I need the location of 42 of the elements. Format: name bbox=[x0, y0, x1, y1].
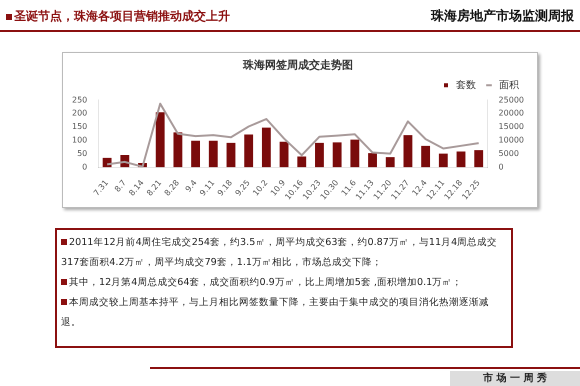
bar bbox=[297, 156, 306, 168]
x-tick-label: 9.4 bbox=[184, 178, 199, 194]
bar bbox=[262, 128, 271, 168]
legend-label: 面积 bbox=[499, 80, 519, 91]
bar bbox=[226, 142, 236, 168]
y-tick-label: 150 bbox=[72, 122, 88, 132]
bar bbox=[332, 142, 342, 168]
legend-label: 套数 bbox=[456, 78, 476, 91]
bar bbox=[386, 157, 395, 168]
y2-tick-label: 20000 bbox=[498, 108, 524, 118]
y2-tick-label: 25000 bbox=[498, 95, 524, 104]
text: 2011年12月前4周住宅成交254套，约3.5㎡，周平均成交63套，约0.87万㎡，与11月4周总成交317套面积4.2万㎡，周平均成交79套，1.1万㎡相比，市场总成交下降； bbox=[61, 237, 498, 268]
bar bbox=[421, 146, 430, 168]
text: 市 场 一 周 秀 bbox=[483, 373, 547, 384]
text: 其中，12月第4周总成交64套，成交面积约0.9万㎡，比上周增加5套 ,面积增加0.1万㎡； bbox=[69, 277, 462, 288]
bar bbox=[456, 151, 466, 168]
y2-tick-label: 0 bbox=[498, 162, 504, 172]
y-tick-label: 0 bbox=[82, 162, 88, 172]
text: 圣诞节点，珠海各项目营销推动成交上升 bbox=[14, 9, 230, 23]
x-tick-label: 8.7 bbox=[112, 178, 128, 194]
y2-tick-label: 10000 bbox=[498, 136, 524, 145]
bar bbox=[350, 140, 360, 168]
bar bbox=[191, 140, 200, 168]
bar bbox=[315, 142, 324, 168]
bar bbox=[404, 135, 412, 168]
text: 珠海房地产市场监测周报 bbox=[431, 9, 574, 24]
bar bbox=[438, 154, 448, 168]
bar bbox=[173, 132, 182, 168]
bar bbox=[244, 134, 254, 168]
bar bbox=[368, 153, 377, 168]
y-tick-label: 200 bbox=[72, 108, 88, 118]
chart-title: 珠海网签周成交走势图 bbox=[242, 58, 353, 72]
text: 本周成交较上周基本持平，与上月相比网签数量下降，主要由于集中成交的项目消化热潮逐渐减退。 bbox=[61, 297, 489, 328]
y2-tick-label: 5000 bbox=[498, 148, 519, 158]
bar bbox=[280, 142, 288, 168]
y-tick-label: 100 bbox=[72, 136, 88, 145]
bar bbox=[208, 140, 218, 168]
y-tick-label: 250 bbox=[72, 95, 88, 104]
y2-tick-label: 15000 bbox=[498, 122, 524, 132]
bar bbox=[156, 112, 165, 168]
y-tick-label: 50 bbox=[77, 148, 88, 158]
bar bbox=[474, 150, 484, 168]
